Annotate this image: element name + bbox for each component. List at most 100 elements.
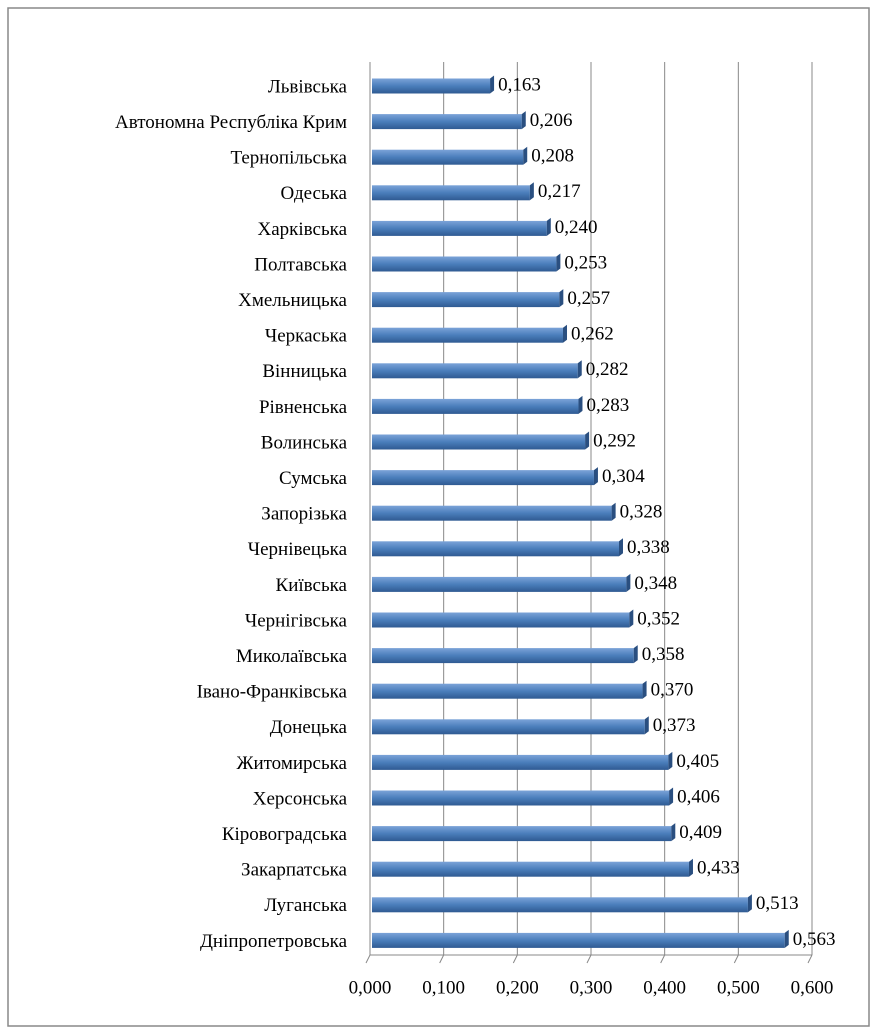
y-tick-label: Чернігівська [245, 610, 348, 631]
bar-side [671, 823, 676, 842]
bar-side [577, 360, 582, 379]
bar-side [490, 75, 495, 94]
bar-side [644, 716, 649, 735]
tick-mark [807, 954, 813, 964]
y-tick-label: Тернопільська [230, 148, 347, 169]
data-label: 0,292 [593, 430, 636, 451]
y-tick-label: Кіровоградська [222, 824, 348, 845]
y-tick-label: Вінницька [262, 361, 347, 382]
bar [372, 363, 578, 379]
y-tick-label: Донецька [270, 717, 348, 738]
y-tick-label: Сумська [279, 468, 348, 489]
bar [372, 541, 619, 557]
y-tick-label: Житомирська [236, 753, 347, 774]
bar-side [556, 253, 561, 272]
tick-mark [660, 954, 666, 964]
bar-side [668, 751, 673, 770]
data-label: 0,405 [676, 751, 719, 772]
data-label: 0,409 [679, 822, 722, 843]
bar-side [559, 289, 564, 308]
x-tick-label: 0,500 [717, 977, 760, 998]
tick-mark [733, 954, 739, 964]
data-label: 0,217 [538, 181, 581, 202]
data-label: 0,257 [567, 288, 610, 309]
x-tick-label: 0,300 [570, 977, 613, 998]
bar-side [626, 573, 631, 592]
data-label: 0,304 [602, 466, 645, 487]
bar [372, 719, 645, 735]
x-tick-label: 0,000 [349, 977, 392, 998]
bar [372, 149, 524, 165]
data-label: 0,328 [620, 502, 663, 523]
bar-side [747, 894, 752, 913]
y-tick-label: Івано-Франківська [197, 682, 348, 703]
data-label: 0,370 [651, 680, 694, 701]
y-tick-label: Одеська [280, 183, 347, 204]
bar-side [669, 787, 674, 806]
bar-side [563, 324, 568, 343]
y-tick-label: Хмельницька [238, 290, 347, 311]
bar-side [585, 431, 590, 450]
y-tick-label: Луганська [264, 895, 347, 916]
bar-side [523, 146, 528, 165]
data-label: 0,283 [586, 395, 629, 416]
bar-side [688, 858, 693, 877]
bar-side [633, 645, 638, 664]
data-label: 0,563 [793, 929, 836, 950]
data-label: 0,513 [756, 893, 799, 914]
y-tick-label: Волинська [261, 432, 348, 453]
x-tick-label: 0,600 [791, 977, 834, 998]
data-label: 0,406 [677, 786, 720, 807]
bar-side [578, 395, 583, 414]
bar [372, 648, 634, 664]
x-tick-label: 0,100 [422, 977, 465, 998]
data-label: 0,433 [697, 858, 740, 879]
y-tick-label: Львівська [268, 76, 348, 97]
data-label: 0,208 [531, 146, 574, 167]
bar-side [546, 217, 551, 236]
y-tick-label: Закарпатська [241, 860, 348, 881]
tick-mark [365, 954, 371, 964]
bar [372, 256, 557, 272]
y-tick-label: Харківська [258, 219, 348, 240]
bar [372, 78, 491, 94]
bar [372, 292, 560, 308]
data-label: 0,358 [642, 644, 685, 665]
bar [372, 612, 630, 628]
y-tick-label: Черкаська [265, 326, 348, 347]
y-tick-label: Автономна Республіка Крим [115, 112, 347, 133]
bar [372, 826, 672, 842]
bar-side [593, 467, 598, 486]
bar [372, 754, 669, 770]
data-label: 0,338 [627, 537, 670, 558]
y-tick-label: Дніпропетровська [200, 931, 348, 952]
bar [372, 434, 586, 450]
y-tick-label: Полтавська [254, 254, 347, 275]
tick-mark [439, 954, 445, 964]
bar-side [529, 182, 534, 201]
data-label: 0,253 [564, 252, 607, 273]
bar [372, 683, 643, 699]
bar [372, 576, 627, 592]
x-tick-label: 0,400 [643, 977, 686, 998]
bar-side [629, 609, 634, 628]
y-tick-label: Миколаївська [236, 646, 348, 667]
tick-mark [512, 954, 518, 964]
bar [372, 114, 522, 130]
bar [372, 220, 547, 236]
data-label: 0,373 [653, 715, 696, 736]
bar-side [618, 538, 623, 557]
data-label: 0,348 [634, 573, 677, 594]
bar [372, 398, 579, 414]
data-label: 0,206 [530, 110, 573, 131]
data-label: 0,163 [498, 74, 541, 95]
data-label: 0,262 [571, 324, 614, 345]
y-tick-label: Київська [276, 575, 348, 596]
y-tick-label: Рівненська [259, 397, 348, 418]
bar-side [642, 680, 647, 699]
y-tick-label: Запорізька [261, 504, 347, 525]
data-label: 0,352 [637, 608, 680, 629]
y-tick-label: Чернівецька [248, 539, 348, 560]
bar [372, 470, 594, 486]
